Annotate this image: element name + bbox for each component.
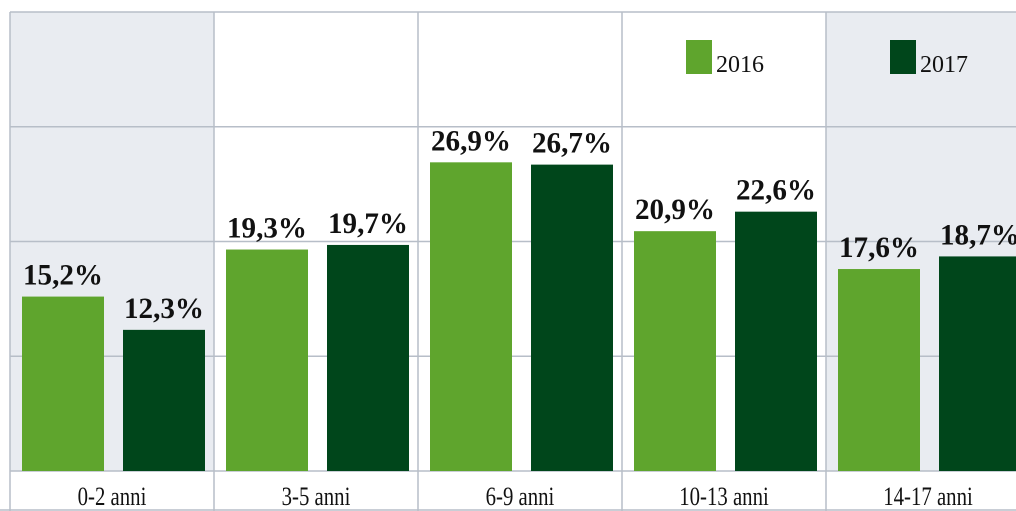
legend-swatch xyxy=(686,40,712,74)
bar xyxy=(531,164,613,471)
bar xyxy=(939,256,1016,471)
bar xyxy=(838,269,920,471)
legend-label: 2017 xyxy=(920,52,968,78)
value-label: 18,7% xyxy=(940,218,1016,251)
x-tick-label: 6-9 anni xyxy=(486,483,555,511)
bar xyxy=(226,249,308,471)
bar xyxy=(123,329,205,471)
value-label: 15,2% xyxy=(23,259,103,292)
value-label: 19,7% xyxy=(328,207,408,240)
legend-label: 2016 xyxy=(716,52,764,78)
x-tick-label: 14-17 anni xyxy=(883,483,973,511)
value-label: 20,9% xyxy=(635,193,715,226)
x-tick-label: 3-5 anni xyxy=(282,483,351,511)
value-label: 12,3% xyxy=(124,292,204,325)
bar xyxy=(430,162,512,471)
value-label: 26,9% xyxy=(431,124,511,157)
x-tick-label: 10-13 anni xyxy=(679,483,769,511)
value-label: 22,6% xyxy=(736,174,816,207)
bar xyxy=(22,296,104,471)
x-tick-label: 0-2 anni xyxy=(78,483,147,511)
value-label: 19,3% xyxy=(227,212,307,245)
bar xyxy=(634,231,716,471)
bar xyxy=(327,244,409,471)
value-label: 26,7% xyxy=(532,127,612,160)
value-label: 17,6% xyxy=(839,231,919,264)
bar xyxy=(735,211,817,472)
legend-swatch xyxy=(890,40,916,74)
